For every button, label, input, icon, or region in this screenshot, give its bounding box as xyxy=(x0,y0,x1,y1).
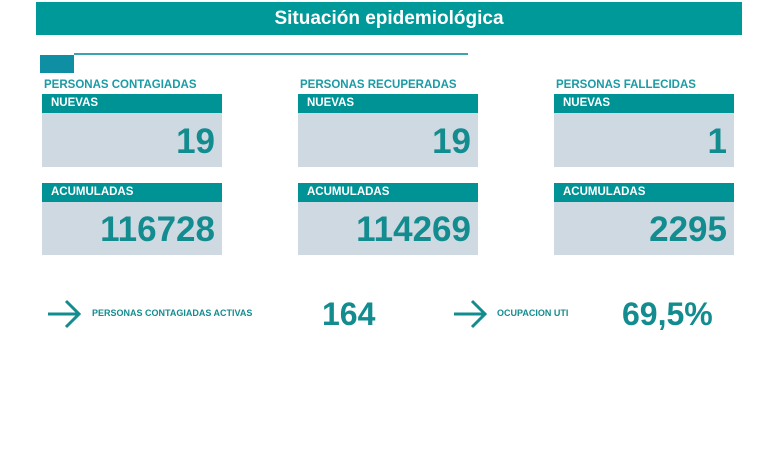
new-value: 1 xyxy=(554,113,734,167)
acc-header: ACUMULADAS xyxy=(42,183,222,202)
acc-value: 114269 xyxy=(298,202,478,255)
new-header: NUEVAS xyxy=(42,94,222,113)
page-title: Situación epidemiológica xyxy=(36,2,742,35)
arrow-right-icon xyxy=(454,299,488,329)
acc-header: ACUMULADAS xyxy=(554,183,734,202)
divider xyxy=(74,53,468,55)
new-header: NUEVAS xyxy=(554,94,734,113)
section-label: PERSONAS RECUPERADAS xyxy=(300,79,457,91)
acc-value: 2295 xyxy=(554,202,734,255)
arrow-right-icon xyxy=(48,299,82,329)
section-label: PERSONAS FALLECIDAS xyxy=(556,79,696,91)
new-value: 19 xyxy=(42,113,222,167)
accent-square xyxy=(40,55,74,73)
section-label: PERSONAS CONTAGIADAS xyxy=(44,79,197,91)
acc-value: 116728 xyxy=(42,202,222,255)
new-value: 19 xyxy=(298,113,478,167)
active-label: PERSONAS CONTAGIADAS ACTIVAS xyxy=(92,308,253,318)
acc-header: ACUMULADAS xyxy=(298,183,478,202)
active-value: 164 xyxy=(322,296,376,332)
new-header: NUEVAS xyxy=(298,94,478,113)
uti-label: OCUPACION UTI xyxy=(497,308,569,318)
uti-value: 69,5% xyxy=(622,296,713,332)
